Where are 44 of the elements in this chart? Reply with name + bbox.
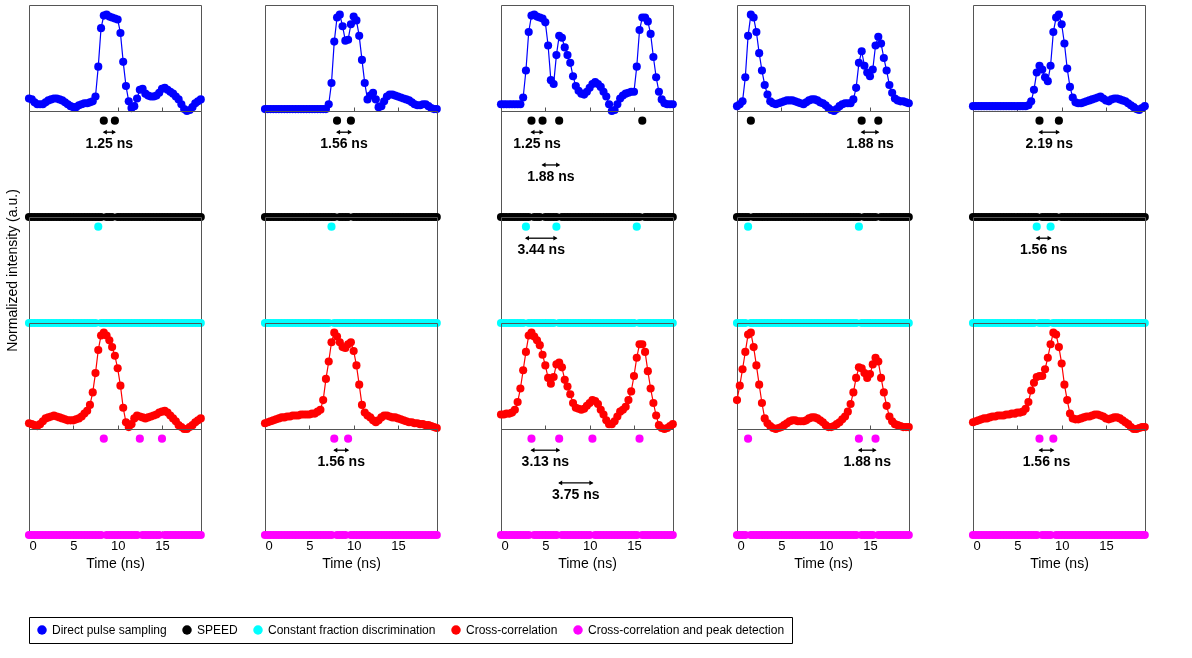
x-tick-label: 5	[306, 537, 314, 553]
x-tick-label: 15	[155, 537, 170, 553]
legend-label: Cross-correlation and peak detection	[588, 623, 785, 637]
legend-label: Constant fraction discrimination	[268, 623, 436, 637]
annotation: 1.56 ns	[1019, 241, 1068, 258]
x-tick-label: 0	[29, 537, 37, 553]
annotation: 3.75 ns	[552, 485, 600, 502]
x-tick-label: 10	[1054, 537, 1070, 553]
x-tick-label: 5	[542, 537, 550, 553]
x-axis-title: Time (ns)	[558, 554, 617, 571]
x-tick-label: 0	[973, 537, 981, 553]
x-tick-label: 0	[265, 537, 273, 553]
y-axis-title: Normalized intensity (a.u.)	[3, 189, 20, 352]
x-axis-title: Time (ns)	[794, 554, 853, 571]
x-tick-label: 15	[627, 537, 642, 553]
annotation: 1.25 ns	[85, 135, 134, 152]
x-axis-title: Time (ns)	[1030, 554, 1089, 571]
annotation: 1.88 ns	[527, 167, 575, 184]
x-tick-label: 10	[582, 537, 598, 553]
x-tick-label: 0	[737, 537, 745, 553]
x-axis-title: Time (ns)	[322, 554, 381, 571]
legend-label: SPEED	[197, 623, 239, 637]
x-tick-label: 0	[501, 537, 509, 553]
annotation: 1.56 ns	[1022, 453, 1071, 470]
annotation: 1.25 ns	[513, 135, 561, 152]
annotation: 1.56 ns	[317, 453, 366, 470]
annotation: 2.19 ns	[1025, 135, 1074, 152]
x-tick-label: 15	[1099, 537, 1114, 553]
annotation: 1.56 ns	[320, 135, 368, 152]
annotation: 3.13 ns	[521, 453, 570, 470]
x-tick-label: 15	[863, 537, 878, 553]
x-tick-label: 5	[1014, 537, 1022, 553]
annotation: 3.44 ns	[517, 241, 566, 258]
x-tick-label: 10	[346, 537, 362, 553]
x-tick-label: 10	[110, 537, 126, 553]
x-tick-label: 5	[70, 537, 78, 553]
x-tick-label: 15	[391, 537, 406, 553]
annotation: 1.88 ns	[843, 453, 892, 470]
annotation: 1.88 ns	[846, 135, 894, 152]
legend-label: Cross-correlation	[466, 623, 558, 637]
legend-label: Direct pulse sampling	[52, 623, 167, 637]
x-tick-label: 10	[818, 537, 834, 553]
x-tick-label: 5	[778, 537, 786, 553]
x-axis-title: Time (ns)	[86, 554, 145, 571]
